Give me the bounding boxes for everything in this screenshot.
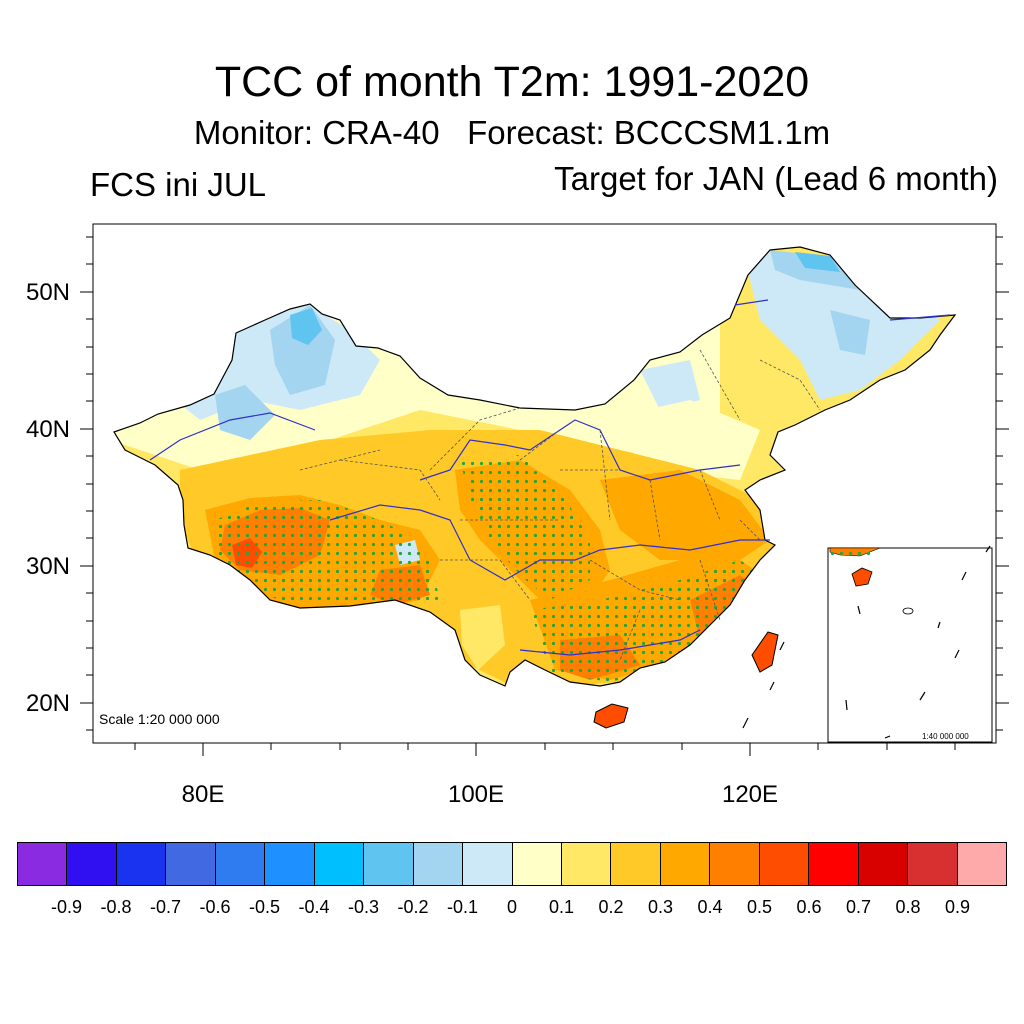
colorbar-swatch [18,843,68,885]
significance-stipple-central [460,455,590,600]
yellow-river [419,419,741,481]
colorbar-labels: -0.9 -0.8 -0.7 -0.6 -0.5 -0.4 -0.3 -0.2 -0.1 0 0.1… [17,897,1007,919]
colorbar-tick-label: 0.6 [796,897,822,917]
contour-pale-yunnan [460,605,505,670]
lat-label-20n: 20N [25,690,70,717]
colorbar-tick-label: 0.3 [647,897,674,917]
colorbar-tick-label: 0.5 [746,897,773,917]
colorbar-swatch [166,843,216,885]
south-china-sea-inset [827,545,993,743]
colorbar-tick-label: -0.1 [446,897,479,917]
lon-label-120e: 120E [721,781,779,808]
colorbar-swatch [512,843,562,885]
tarim-river [149,412,316,461]
colorbar-swatch [660,843,711,885]
colorbar-tick-label: 0 [506,897,517,917]
colorbar-swatch [908,843,958,885]
chart-subtitle: Monitor: CRA-40 Forecast: BCCCSM1.1m [193,114,831,151]
colorbar-swatch [215,843,266,885]
colorbar-tick-label: 0.4 [697,897,723,917]
colorbar-swatch [858,843,909,885]
colorbar-swatch [561,843,612,885]
china-map [113,246,956,729]
contour-orange-east [600,470,770,560]
contour-light-blue-inner-mongolia [640,360,700,410]
colorbar-swatch [265,843,315,885]
chart-title: TCC of month T2m: 1991-2020 [214,58,810,106]
province-boundaries [299,349,821,661]
significance-stipple-tibet [215,500,440,610]
colorbar-tick-label: 0.1 [548,897,575,917]
colorbar-tick-label: 0.7 [845,897,872,917]
colorbar-swatch [710,843,760,885]
colorbar [17,842,1007,886]
colorbar-swatch [957,843,1007,885]
colorbar-tick-label: -0.8 [100,897,132,917]
colorbar-swatch [67,843,117,885]
colorbar-swatch [463,843,513,885]
taiwan-island [751,631,779,673]
yangtze-river [329,504,770,581]
colorbar-tick-label: -0.9 [50,897,83,917]
lat-label-50n: 50N [25,279,70,306]
initialization-label: FCS ini JUL [90,166,267,203]
lon-label-100e: 100E [447,781,505,808]
colorbar-swatch [809,843,859,885]
inset-hainan [851,567,873,587]
colorbar-tick-label: -0.7 [149,897,182,917]
colorbar-swatch [314,843,365,885]
hainan-island [593,703,629,729]
contour-blue-northwest-core [290,308,322,345]
colorbar-tick-label: -0.2 [397,897,429,917]
pearl-river [519,629,701,656]
colorbar-tick-label: 0.8 [895,897,921,917]
inset-stipple [830,548,875,556]
south-sea-dashes [742,641,785,729]
colorbar-swatch [759,843,810,885]
colorbar-swatch [413,843,464,885]
contour-blue-northwest-2 [215,385,275,440]
contour-blue-northeast-2 [830,310,870,355]
colorbar-swatch [611,843,661,885]
colorbar-tick-label: 0.9 [944,897,971,917]
colorbar-swatch [116,843,167,885]
inset-scale-text: 1:40 000 000 [922,732,969,741]
colorbar-tick-label: -0.5 [248,897,281,917]
lat-label-30n: 30N [25,553,70,580]
axis-ticks [80,236,1009,756]
inset-nine-dash-line [845,545,991,739]
colorbar-swatch [364,843,414,885]
lat-label-40n: 40N [25,416,70,443]
colorbar-tick-label: 0.2 [598,897,624,917]
amur-river [734,299,951,321]
colorbar-tick-label: -0.4 [298,897,330,917]
colorbar-tick-label: -0.3 [347,897,380,917]
target-label: Target for JAN (Lead 6 month) [554,160,998,197]
contour-blue-northeast-core [795,252,840,272]
inset-island [902,607,914,615]
colorbar-tick-label: -0.6 [199,897,231,917]
map-scale-text: Scale 1:20 000 000 [99,711,220,727]
lon-label-80e: 80E [181,781,225,808]
